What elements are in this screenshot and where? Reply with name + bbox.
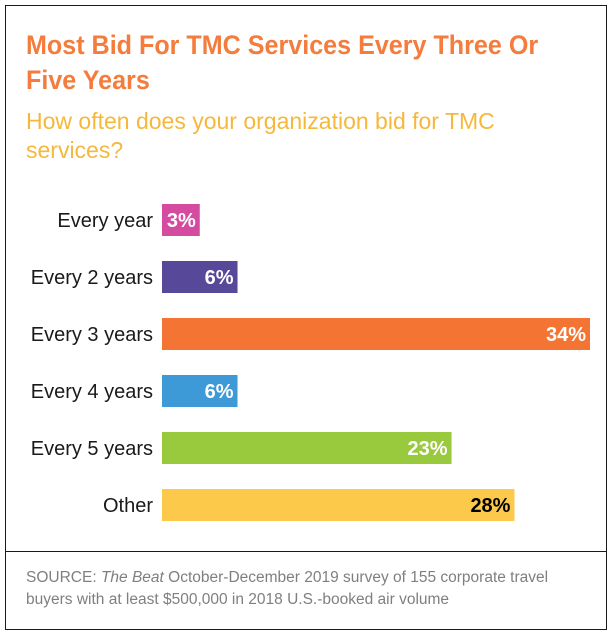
- category-label-every-year: Every year: [57, 210, 153, 232]
- value-label-other: 28%: [470, 495, 510, 517]
- value-label-every-5-years: 23%: [407, 438, 447, 460]
- chart-title: Most Bid For TMC Services Every Three Or…: [26, 30, 539, 95]
- bar-every-4-years: [162, 375, 238, 407]
- source-text: October-December 2019 survey of 155 corp…: [26, 569, 549, 608]
- bar-other: [162, 489, 515, 521]
- category-label-every-2-years: Every 2 years: [31, 267, 153, 289]
- value-label-every-3-years: 34%: [546, 324, 586, 346]
- value-label-every-2-years: 6%: [205, 267, 234, 289]
- bar-every-5-years: [162, 432, 452, 464]
- bar-every-year: [162, 204, 200, 236]
- source-divider: [5, 551, 607, 552]
- source-publication: The Beat: [100, 569, 164, 586]
- category-label-every-5-years: Every 5 years: [31, 438, 153, 460]
- value-label-every-year: 3%: [167, 210, 196, 232]
- category-label-every-3-years: Every 3 years: [31, 324, 153, 346]
- bar-every-3-years: [162, 318, 590, 350]
- source-note: SOURCE: The Beat October-December 2019 s…: [26, 567, 586, 611]
- source-prefix: SOURCE:: [26, 569, 101, 586]
- category-label-other: Other: [103, 495, 153, 517]
- category-label-every-4-years: Every 4 years: [31, 381, 153, 403]
- bar-chart: Every year 3% Every 2 years 6% Every 3 years…: [31, 204, 590, 521]
- bar-every-2-years: [162, 261, 238, 293]
- chart-subtitle: How often does your organization bid for…: [26, 108, 495, 163]
- chart-frame: [5, 5, 607, 630]
- value-label-every-4-years: 6%: [205, 381, 234, 403]
